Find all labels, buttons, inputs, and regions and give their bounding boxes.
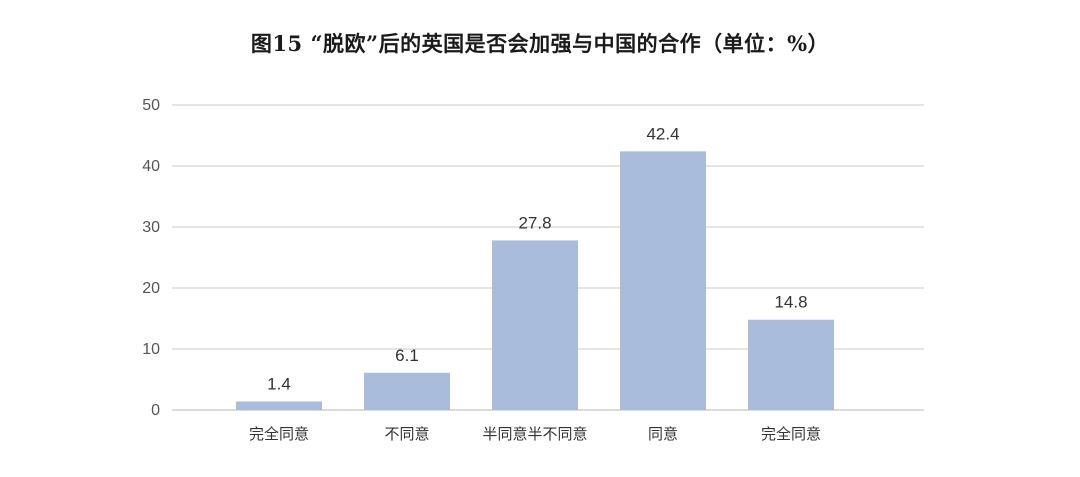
- x-tick-label: 不同意: [384, 425, 429, 443]
- data-labels: 1.4 6.1 27.8 42.4 14.8: [267, 124, 807, 393]
- x-tick-label: 同意: [648, 425, 678, 443]
- x-tick-label: 半同意半不同意: [482, 425, 587, 443]
- bar: [748, 319, 834, 410]
- data-label: 27.8: [518, 213, 551, 232]
- x-tick-label: 完全同意: [761, 425, 821, 443]
- y-tick-label: 50: [142, 97, 160, 114]
- x-axis: 完全同意 不同意 半同意半不同意 同意 完全同意: [249, 425, 821, 443]
- bars: [236, 151, 834, 411]
- y-tick-label: 10: [142, 341, 160, 358]
- x-tick-label: 完全同意: [249, 425, 309, 443]
- chart-title: 图15 “脱欧”后的英国是否会加强与中国的合作（单位：%）: [250, 31, 830, 56]
- bar: [492, 240, 578, 410]
- data-label: 14.8: [774, 293, 807, 312]
- y-tick-label: 40: [142, 158, 160, 175]
- y-tick-label: 0: [151, 402, 160, 419]
- y-axis: 0 10 20 30 40 50: [142, 97, 160, 419]
- bar: [364, 372, 450, 410]
- y-tick-label: 20: [142, 280, 160, 297]
- y-tick-label: 30: [142, 219, 160, 236]
- bar: [236, 401, 322, 410]
- bar: [620, 151, 706, 411]
- data-label: 6.1: [395, 346, 419, 365]
- data-label: 42.4: [646, 124, 679, 143]
- data-label: 1.4: [267, 374, 291, 393]
